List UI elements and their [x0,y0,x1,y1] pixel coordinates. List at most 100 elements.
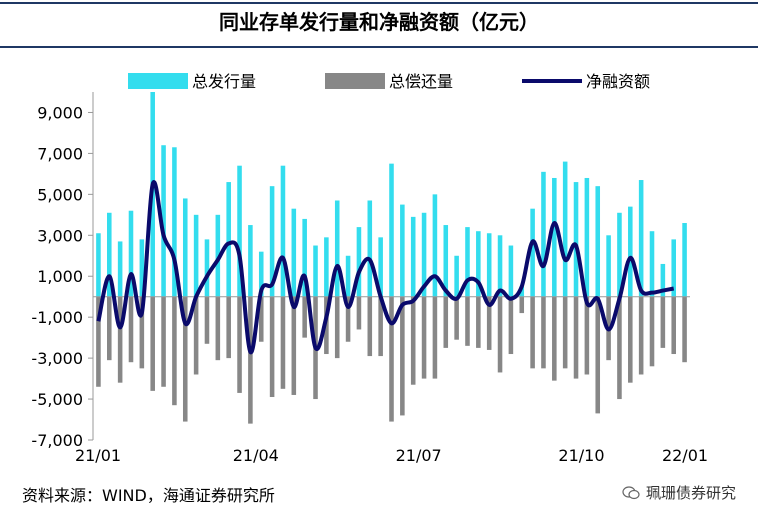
issuance-bar [248,225,253,297]
repayment-bar [671,296,676,355]
issuance-bar [182,198,188,297]
wechat-icon [622,485,640,499]
repayment-bar [128,296,134,363]
issuance-bar [302,218,307,297]
repayment-bar [215,296,221,361]
repayment-bar [150,296,155,391]
issuance-bar [682,223,687,297]
issuance-bar [96,233,101,297]
y-tick-label: 7,000 [37,144,83,163]
issuance-bar [649,231,655,297]
repayment-bar [617,296,622,400]
repayment-bar [378,296,383,357]
repayment-bar [486,296,492,350]
repayment-bar [552,296,557,381]
source-note: 资料来源：WIND，海通证券研究所 [22,486,275,505]
repayment-bar [400,296,405,416]
repayment-bar [497,296,503,373]
issuance-bar [378,237,383,297]
repayment-bar [541,296,546,369]
issuance-bar [628,206,633,297]
repayment-bar [649,296,655,367]
issuance-bar [476,231,481,297]
issuance-bar [313,245,318,297]
title-bottom-rule [0,46,758,48]
repayment-bar [443,296,449,348]
y-tick-label: -1,000 [31,308,83,327]
repayment-bar [356,296,362,330]
x-tick-label: 22/01 [662,446,708,465]
repayment-bar [280,296,286,389]
issuance-bar [638,180,644,297]
repayment-bar [367,296,373,357]
issuance-bar [128,210,134,297]
issuance-bar [117,241,123,297]
watermark-text: 珮珊债券研究 [645,484,736,502]
repayment-bar [682,296,687,363]
repayment-bar [573,296,579,379]
x-tick-label: 21/10 [558,446,604,465]
issuance-bar [269,186,275,297]
issuance-bar [519,286,525,297]
repayment-bar [182,296,188,422]
issuance-bar [356,227,362,297]
issuance-bar [454,255,459,297]
y-tick-label: 1,000 [37,267,83,286]
legend-repayment-swatch [325,73,385,89]
issuance-bar [432,194,438,297]
repayment-bar [638,296,644,375]
legend-repayment-label: 总偿还量 [389,72,453,91]
repayment-bar [389,296,394,422]
repayment-bar [204,296,210,344]
repayment-bar [248,296,253,424]
legend-issuance-swatch [128,73,188,89]
repayment-bar [530,296,535,369]
watermark: 珮珊债券研究 [622,482,736,503]
legend-issuance-label: 总发行量 [192,72,256,91]
issuance-bar [660,263,666,297]
issuance-bar [552,177,557,297]
issuance-bar [508,245,514,297]
x-tick-label: 21/07 [396,446,442,465]
repayment-bar [562,296,568,369]
repayment-bar [628,296,633,383]
repayment-bar [432,296,438,379]
issuance-bar [107,212,112,297]
repayment-bar [269,296,275,398]
issuance-bar [345,255,351,297]
repayment-bar [595,296,601,414]
y-tick-label: 9,000 [37,103,83,122]
issuance-bar [204,239,210,297]
repayment-bar [107,296,112,361]
issuance-bar [486,233,492,297]
repayment-bar [139,296,145,369]
issuance-bar [291,208,297,297]
issuance-bar [421,212,427,297]
repayment-bar [660,296,666,348]
y-tick-label: 5,000 [37,185,83,204]
issuance-bar [617,212,622,297]
issuance-bar [367,200,373,297]
chart-canvas: 9,000 7,000 5,000 3,000 1,000 -1,000 -3,000 -5,… [31,72,708,465]
repayment-bar [421,296,427,379]
issuance-bar [443,225,449,297]
issuance-bar [400,204,405,297]
y-tick-label: 3,000 [37,226,83,245]
repayment-bar [291,296,297,395]
issuance-bar [573,182,579,297]
issuance-bar [584,177,590,297]
issuance-bar [237,165,242,297]
repayment-bar [334,296,340,359]
issuance-bar [334,200,340,297]
issuance-bar [606,235,611,297]
issuance-bar [161,145,166,297]
repayment-bar [172,296,177,406]
repayment-bar [258,296,264,342]
x-tick-label: 21/04 [233,446,279,465]
issuance-bar [465,227,470,297]
issuance-bar [258,251,264,297]
chart-title: 同业存单发行量和净融资额（亿元） [219,10,539,34]
repayment-bar [96,296,101,387]
issuance-bar [280,165,286,297]
issuance-bar [172,147,177,297]
